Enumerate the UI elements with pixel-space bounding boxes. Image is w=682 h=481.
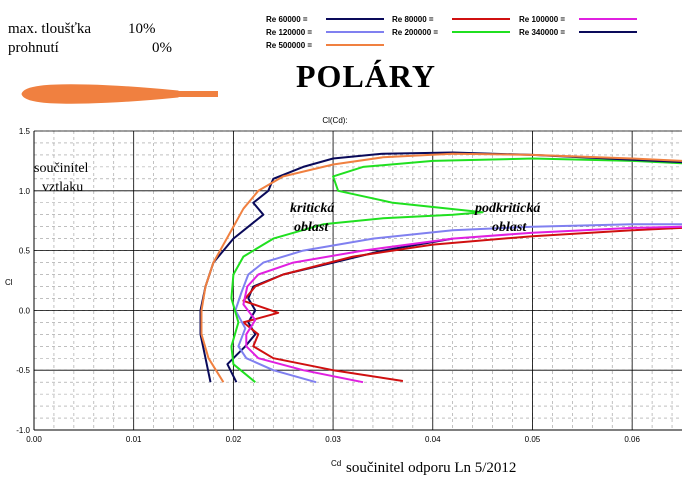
footer-note: součinitel odporu Ln 5/2012 bbox=[346, 460, 517, 476]
y-tick-label: -1.0 bbox=[16, 426, 30, 435]
airfoil-profile-icon bbox=[21, 84, 218, 104]
thickness-label: max. tloušťka bbox=[8, 21, 92, 37]
x-tick-label: 0.06 bbox=[624, 435, 640, 444]
critical-annotation-line2: oblast bbox=[294, 220, 329, 235]
chart-title: Cl(Cd): bbox=[322, 116, 347, 125]
legend-swatch bbox=[452, 31, 510, 33]
thickness-value: 10% bbox=[128, 21, 156, 37]
y-tick-label: 1.0 bbox=[19, 187, 31, 196]
legend-label: Re 340000 = bbox=[519, 28, 566, 37]
legend-swatch bbox=[326, 18, 384, 20]
x-tick-label: 0.02 bbox=[226, 435, 242, 444]
cl-annotation-line2: vztlaku bbox=[42, 180, 84, 195]
critical-annotation-line1: kritická bbox=[290, 201, 335, 216]
legend-label: Re 500000 = bbox=[266, 41, 313, 50]
camber-value: 0% bbox=[152, 40, 172, 56]
legend-swatch bbox=[579, 31, 637, 33]
series-line-3 bbox=[234, 223, 682, 384]
x-tick-label: 0.03 bbox=[325, 435, 341, 444]
camber-label: prohnutí bbox=[8, 40, 59, 56]
series-line-5 bbox=[199, 151, 682, 383]
subcritical-annotation-line2: oblast bbox=[492, 220, 527, 235]
x-tick-label: 0.00 bbox=[26, 435, 42, 444]
legend-label: Re 200000 = bbox=[392, 28, 439, 37]
y-tick-label: 0.5 bbox=[19, 247, 31, 256]
subcritical-annotation-line1: podkritická bbox=[475, 201, 541, 216]
legend-swatch bbox=[579, 18, 637, 20]
series-line-2 bbox=[242, 225, 682, 384]
legend-label: Re 60000 = bbox=[266, 15, 308, 24]
legend-label: Re 80000 = bbox=[392, 15, 434, 24]
x-tick-label: 0.01 bbox=[126, 435, 142, 444]
series-line-6 bbox=[200, 152, 682, 383]
legend-swatch bbox=[326, 31, 384, 33]
cl-annotation-line1: součinitel bbox=[34, 161, 89, 176]
legend-swatch bbox=[326, 44, 384, 46]
legend-label: Re 120000 = bbox=[266, 28, 313, 37]
x-axis-label: Cd bbox=[331, 459, 341, 468]
x-tick-label: 0.05 bbox=[525, 435, 541, 444]
y-axis-label: Cl bbox=[5, 278, 13, 287]
x-tick-label: 0.04 bbox=[425, 435, 441, 444]
y-tick-label: -0.5 bbox=[16, 366, 30, 375]
y-tick-label: 1.5 bbox=[19, 127, 31, 136]
page-title: POLÁRY bbox=[296, 58, 436, 94]
legend-label: Re 100000 = bbox=[519, 15, 566, 24]
y-tick-label: 0.0 bbox=[19, 306, 31, 315]
series-line-4 bbox=[230, 157, 682, 383]
legend-swatch bbox=[452, 18, 510, 20]
